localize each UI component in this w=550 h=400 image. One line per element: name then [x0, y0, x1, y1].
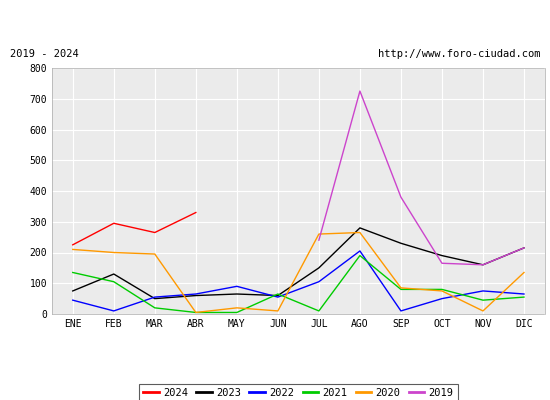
- Legend: 2024, 2023, 2022, 2021, 2020, 2019: 2024, 2023, 2022, 2021, 2020, 2019: [139, 384, 458, 400]
- Text: http://www.foro-ciudad.com: http://www.foro-ciudad.com: [378, 49, 540, 59]
- Text: 2019 - 2024: 2019 - 2024: [10, 49, 79, 59]
- Text: Evolucion Nº Turistas Nacionales en el municipio de Albuñán: Evolucion Nº Turistas Nacionales en el m…: [48, 14, 502, 28]
